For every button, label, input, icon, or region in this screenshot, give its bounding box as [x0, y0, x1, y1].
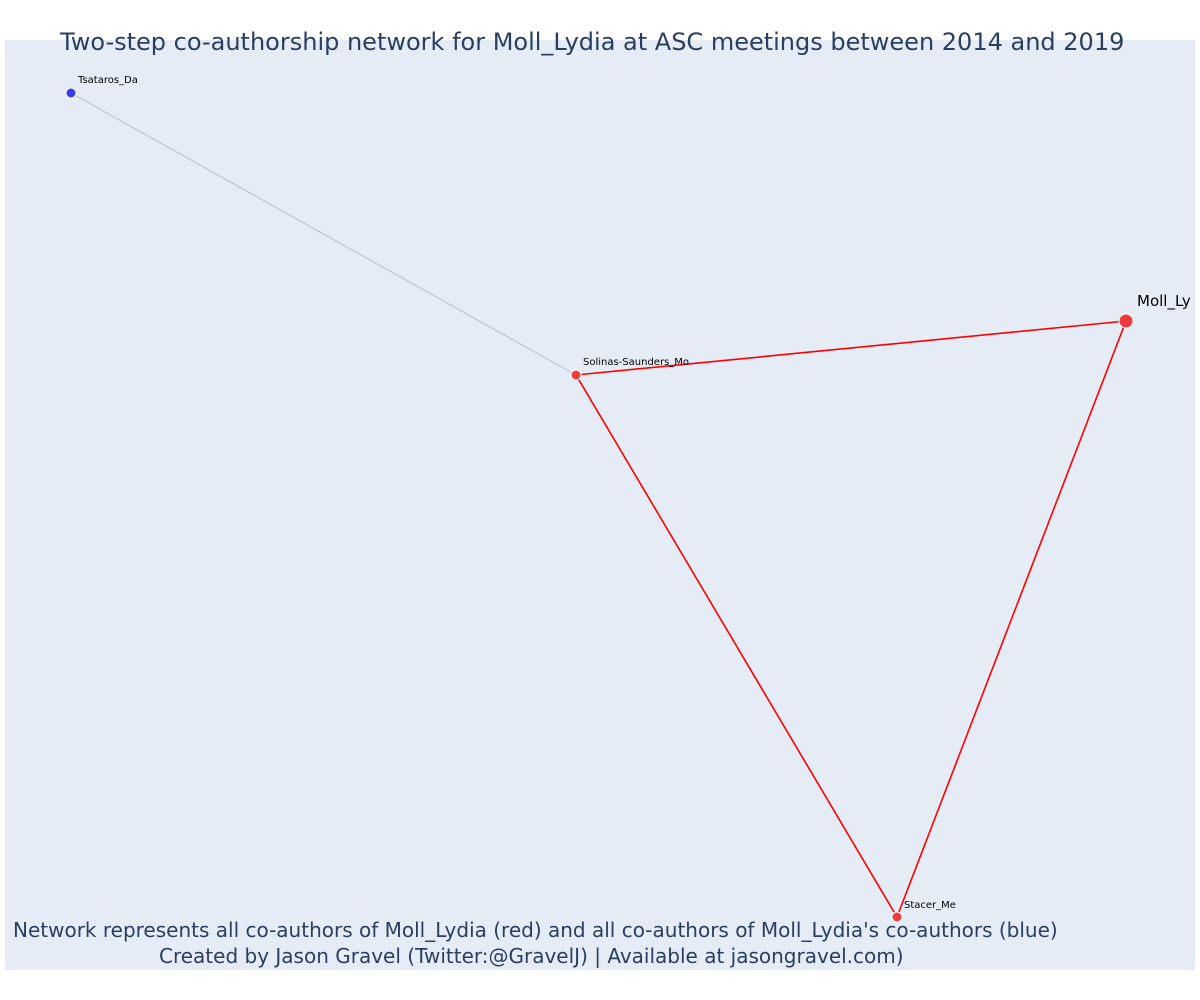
node-label-stacer: Stacer_Me: [904, 900, 956, 911]
caption-line-1: Network represents all co-authors of Mol…: [13, 918, 1058, 942]
node-solinas[interactable]: [570, 369, 582, 381]
edge-solinas-stacer: [575, 374, 898, 918]
nodes-layer: [65, 87, 1134, 923]
node-tsataros[interactable]: [65, 87, 77, 99]
plot-area: [5, 40, 1195, 970]
edge-moll-stacer: [896, 320, 1127, 918]
caption-line-2: Created by Jason Gravel (Twitter:@Gravel…: [159, 944, 904, 968]
node-label-tsataros: Tsataros_Da: [77, 75, 138, 86]
node-stacer[interactable]: [891, 911, 903, 923]
node-label-solinas: Solinas-Saunders_Mo: [583, 357, 689, 368]
node-moll[interactable]: [1118, 313, 1134, 329]
labels-layer: Tsataros_Da Solinas-Saunders_Mo Moll_Ly Sta…: [77, 75, 1191, 911]
chart-title: Two-step co-authorship network for Moll_…: [60, 28, 1125, 56]
edge-solinas-moll: [575, 320, 1127, 376]
edge-tsataros-solinas: [70, 92, 577, 376]
node-label-moll: Moll_Ly: [1137, 292, 1191, 311]
edges-layer: [70, 92, 1127, 918]
